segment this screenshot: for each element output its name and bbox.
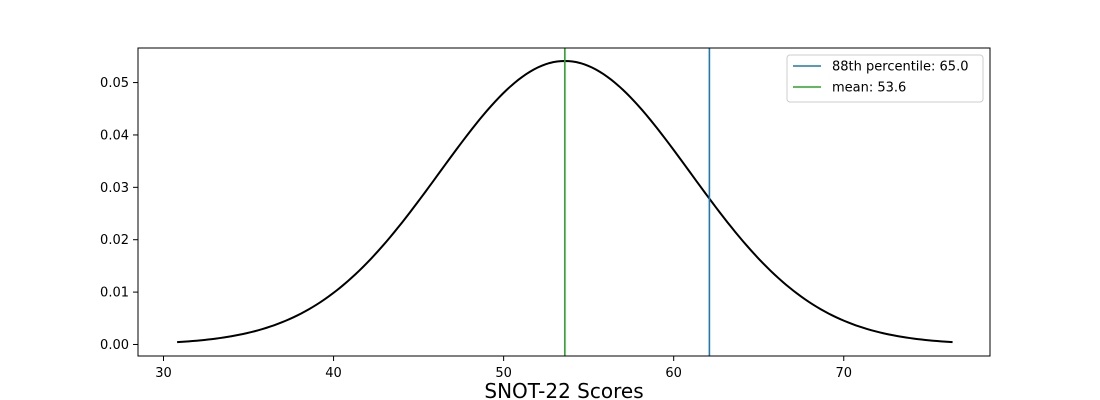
axes-group: 30 40 50 60 70 0.00 0.01 0.02 0.03 0.04 0.05 — [100, 47, 991, 381]
x-tick-label: 30 — [155, 366, 172, 381]
x-tick-label: 60 — [665, 366, 682, 381]
x-tick-label: 50 — [495, 366, 512, 381]
legend: 88th percentile: 65.0 mean: 53.6 — [786, 54, 984, 103]
y-tick-label: 0.02 — [100, 233, 129, 248]
y-tick-label: 0.01 — [100, 286, 129, 301]
legend-label: 88th percentile: 65.0 — [832, 60, 968, 75]
y-tick-label: 0.03 — [100, 181, 129, 196]
y-tick-label: 0.00 — [100, 338, 129, 353]
y-tick-label: 0.05 — [100, 76, 129, 91]
plot-area-group — [177, 48, 953, 356]
legend-label: mean: 53.6 — [832, 81, 906, 96]
x-tick-label: 40 — [325, 366, 342, 381]
x-axis-title: SNOT-22 Scores — [484, 379, 643, 400]
y-tick-label: 0.04 — [100, 128, 129, 143]
axes-frame — [137, 47, 991, 357]
x-tick-label: 70 — [835, 366, 852, 381]
legend-frame — [786, 54, 984, 103]
